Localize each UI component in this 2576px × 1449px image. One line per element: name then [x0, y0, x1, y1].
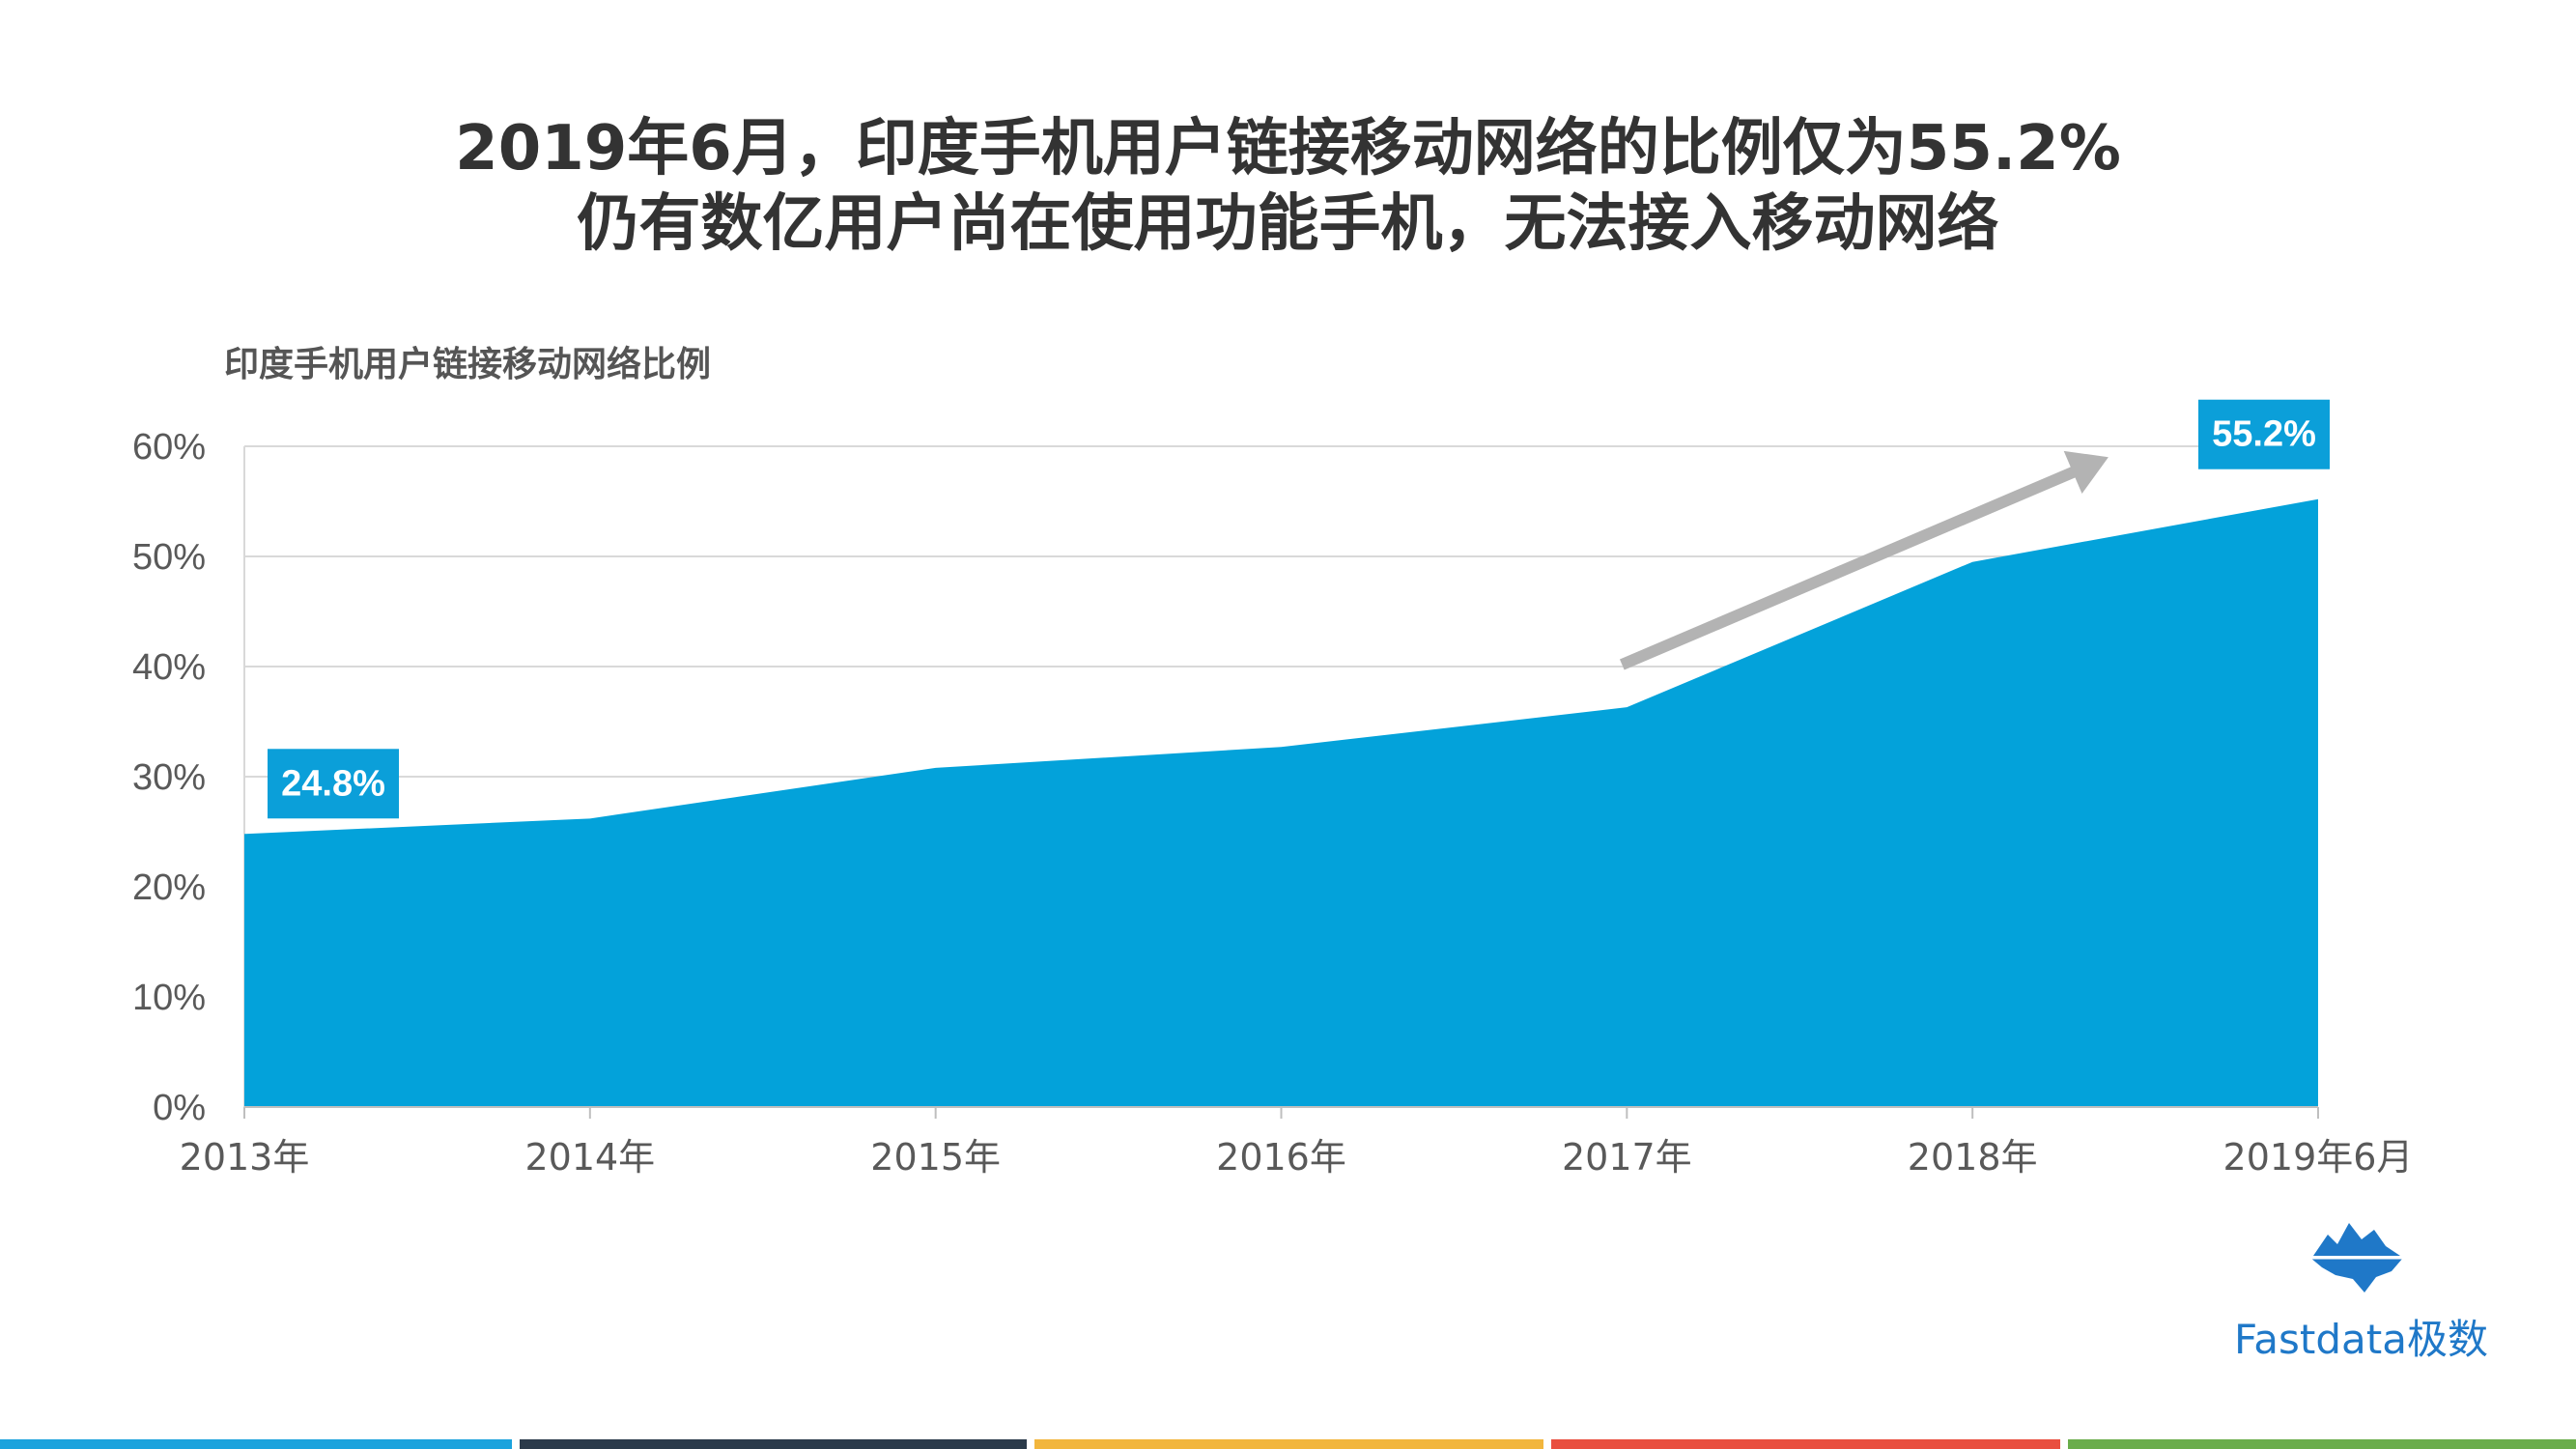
- x-tick-label: 2016年: [1216, 1136, 1346, 1179]
- logo-text: Fastdata极数: [2234, 1316, 2488, 1363]
- chart-title: 2019年6月，印度手机用户链接移动网络的比例仅为55.2% 仍有数亿用户尚在使…: [0, 111, 2576, 262]
- y-tick-label: 0%: [153, 1088, 206, 1128]
- y-tick-label: 10%: [132, 978, 206, 1018]
- data-label-box: [268, 749, 399, 819]
- area-series: [244, 498, 2318, 1107]
- footer-stripe-4: [1551, 1439, 2060, 1449]
- trend-arrow-head: [2063, 450, 2109, 494]
- data-label-box: [2198, 399, 2330, 469]
- x-tick-label: 2017年: [1562, 1136, 1692, 1179]
- x-tick-label: 2014年: [524, 1136, 655, 1179]
- trend-arrow-shaft: [1619, 463, 2084, 670]
- footer-stripe-5: [2068, 1439, 2576, 1449]
- x-tick-label: 2018年: [1908, 1136, 2038, 1179]
- iceberg-icon: [2310, 1223, 2403, 1293]
- data-label: 55.2%: [2212, 414, 2316, 455]
- y-tick-label: 40%: [132, 647, 206, 688]
- data-label: 24.8%: [281, 763, 385, 804]
- title-line-1: 2019年6月，印度手机用户链接移动网络的比例仅为55.2%: [455, 113, 2121, 185]
- x-tick-label: 2019年6月: [2223, 1136, 2414, 1179]
- footer-stripe-2: [520, 1439, 1027, 1449]
- y-tick-label: 20%: [132, 867, 206, 908]
- y-tick-label: 30%: [132, 757, 206, 798]
- x-tick-label: 2013年: [180, 1136, 310, 1179]
- chart-subtitle: 印度手机用户链接移动网络比例: [224, 345, 712, 384]
- y-tick-label: 60%: [132, 427, 206, 468]
- y-tick-label: 50%: [132, 537, 206, 578]
- footer-stripe-3: [1034, 1439, 1543, 1449]
- x-tick-label: 2015年: [870, 1136, 1001, 1179]
- footer-stripe-1: [0, 1439, 512, 1449]
- title-line-2: 仍有数亿用户尚在使用功能手机，无法接入移动网络: [577, 188, 1999, 260]
